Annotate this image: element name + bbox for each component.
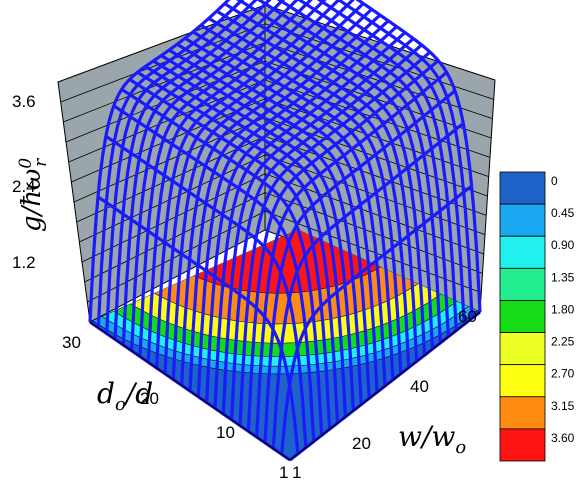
colorbar-label: 3.15	[551, 399, 575, 413]
x-axis-label: do/d	[97, 377, 153, 415]
surface-mesh-line	[160, 54, 363, 405]
colorbar-swatch	[499, 235, 546, 269]
surface-mesh-line	[176, 42, 379, 393]
surface-mesh-line	[316, 0, 466, 325]
surface-mesh-line	[152, 59, 355, 411]
y-tick: 60	[458, 307, 477, 326]
surface-mesh-line	[144, 65, 348, 417]
surface-mesh-line	[223, 2, 427, 356]
colorbar-swatch	[499, 300, 546, 333]
y-axis-label: w/wo	[398, 420, 466, 458]
surface-mesh-line	[128, 78, 332, 430]
wall-grid-line	[264, 173, 484, 255]
x-tick: 10	[216, 423, 235, 442]
surface-mesh-line	[200, 23, 403, 374]
y-tick: 1	[292, 463, 301, 482]
colorbar-legend: 0 0.45 0.90 1.35 1.80 2.25 2.70 3.15 3.60	[499, 171, 575, 462]
x-tick: 1	[279, 463, 288, 482]
surface-mesh-line	[336, 0, 474, 319]
surface-mesh-line	[296, 0, 458, 331]
surface-mesh-line	[236, 0, 435, 350]
colorbar-label: 0	[551, 174, 558, 188]
colorbar-label: 0.45	[551, 206, 575, 220]
z-tick: 1.2	[12, 253, 36, 272]
colorbar-label: 3.60	[551, 431, 575, 445]
surface-mesh-line	[355, 0, 482, 313]
colorbar-label: 2.25	[551, 335, 575, 349]
colorbar-label: 1.35	[551, 270, 575, 284]
colorbar-swatch	[499, 332, 546, 366]
z-tick: 3.6	[12, 92, 36, 111]
wall-grid-line	[79, 154, 266, 243]
colorbar-swatch	[499, 267, 546, 301]
colorbar-swatch	[499, 203, 546, 237]
surface-mesh-line	[276, 0, 450, 337]
surface-mesh-line	[207, 16, 411, 368]
surface-mesh-line	[168, 48, 371, 399]
surface-mesh-line	[97, 195, 300, 454]
x-tick: 30	[62, 333, 81, 352]
wall-grid-line	[264, 79, 491, 158]
colorbar-label: 0.90	[551, 238, 575, 252]
z-axis-label: g/ħω0r	[16, 158, 51, 232]
surface-mesh-line	[192, 30, 395, 380]
wall-grid-line	[264, 23, 494, 100]
floor-edge	[89, 311, 481, 461]
surface-mesh-line	[104, 134, 308, 448]
x-tick: 20	[140, 389, 159, 408]
y-tick: 20	[352, 434, 371, 453]
colorbar-swatch	[499, 396, 546, 430]
colorbar-label: 2.70	[551, 367, 575, 381]
colorbar-swatch	[499, 171, 546, 205]
z-tick: 2.4	[12, 177, 36, 196]
surface-mesh-line	[184, 36, 387, 387]
surface-mesh-line	[120, 88, 324, 436]
surface-mesh-line	[215, 9, 419, 362]
colorbar-label: 1.80	[551, 302, 575, 316]
y-tick: 40	[410, 377, 429, 396]
surface-mesh	[88, 0, 482, 462]
colorbar-swatch	[499, 364, 546, 398]
surface-mesh-line	[136, 70, 340, 424]
surface-mesh-line	[256, 0, 443, 343]
surface-mesh-line	[112, 104, 316, 442]
colorbar-swatch	[499, 428, 546, 462]
